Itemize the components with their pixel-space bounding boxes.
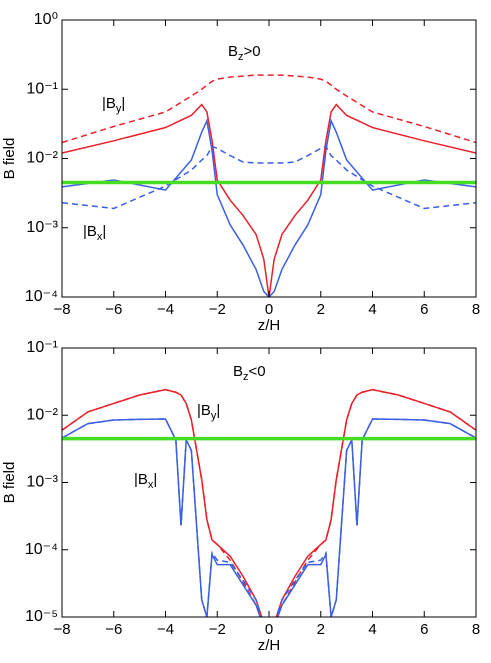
- series-line: [62, 418, 476, 617]
- y-tick-label: 10⁻⁴: [25, 288, 58, 305]
- x-tick-label: 2: [317, 621, 325, 638]
- annotation-suffix: >0: [244, 43, 261, 60]
- x-tick-label: −8: [53, 301, 70, 318]
- x-tick-label: −6: [105, 621, 122, 638]
- series-line: [62, 103, 476, 297]
- plot-frame: [61, 347, 477, 618]
- x-tick-label: −8: [53, 621, 70, 638]
- annotation: Bz>0: [228, 43, 261, 63]
- annotation-sub: y: [211, 410, 217, 422]
- annotation: Bz<0: [233, 363, 266, 383]
- annotation-suffix: |: [102, 223, 106, 240]
- plot-frame: [61, 19, 477, 298]
- x-tick-label: −6: [105, 301, 122, 318]
- x-tick-label: 2: [317, 301, 325, 318]
- y-tick-label: 10⁻²: [26, 406, 58, 423]
- plot-lines: [62, 388, 476, 617]
- annotation-suffix: |: [216, 402, 220, 419]
- x-tick-label: 4: [368, 301, 376, 318]
- annotation-sub: y: [116, 103, 122, 115]
- annotation: |By|: [102, 95, 125, 115]
- y-axis-label: B field: [1, 138, 18, 180]
- y-axis-label: B field: [1, 462, 18, 504]
- x-tick-label: 8: [472, 621, 480, 638]
- series-line: [62, 388, 476, 617]
- x-tick-label: 8: [472, 301, 480, 318]
- series-line: [62, 74, 476, 144]
- series-line: [62, 118, 476, 297]
- annotation-base: |B: [197, 402, 211, 419]
- y-tick-label: 10⁻²: [26, 150, 58, 167]
- plot-lines: [62, 74, 476, 297]
- annotation-base: B: [228, 43, 238, 60]
- y-tick-label: 10⁻³: [26, 474, 58, 491]
- annotation-suffix: <0: [249, 363, 266, 380]
- annotation-sub: z: [243, 371, 249, 383]
- x-tick-label: −2: [209, 621, 226, 638]
- annotation-suffix: |: [121, 95, 125, 112]
- x-tick-label: −4: [157, 301, 174, 318]
- x-axis-label: z/H: [258, 317, 281, 334]
- x-tick-label: −2: [209, 301, 226, 318]
- series-line: [62, 418, 476, 617]
- y-tick-label: 10⁻⁵: [25, 608, 58, 625]
- annotation: |Bx|: [83, 223, 106, 243]
- y-tick-label: 10⁻¹: [26, 339, 58, 356]
- y-tick-label: 10⁻¹: [26, 80, 58, 97]
- annotation-sub: z: [238, 51, 244, 63]
- x-tick-label: 0: [265, 621, 273, 638]
- annotation-base: |B: [102, 95, 116, 112]
- series-line: [62, 145, 476, 210]
- y-tick-label: 10⁰: [34, 11, 58, 28]
- annotation-sub: x: [97, 231, 103, 243]
- x-tick-label: 6: [420, 301, 428, 318]
- annotation-base: |B: [83, 223, 97, 240]
- y-tick-label: 10⁻³: [26, 219, 58, 236]
- x-axis-label: z/H: [258, 637, 281, 654]
- annotation-suffix: |: [153, 471, 157, 488]
- annotation: |Bx|: [134, 471, 157, 491]
- annotation-sub: x: [148, 479, 154, 491]
- annotation: |By|: [197, 402, 220, 422]
- y-tick-label: 10⁻⁴: [25, 541, 58, 558]
- x-tick-label: 4: [368, 621, 376, 638]
- annotation-base: B: [233, 363, 243, 380]
- x-tick-label: 0: [265, 301, 273, 318]
- x-tick-label: −4: [157, 621, 174, 638]
- annotation-base: |B: [134, 471, 148, 488]
- x-tick-label: 6: [420, 621, 428, 638]
- series-line: [62, 388, 476, 617]
